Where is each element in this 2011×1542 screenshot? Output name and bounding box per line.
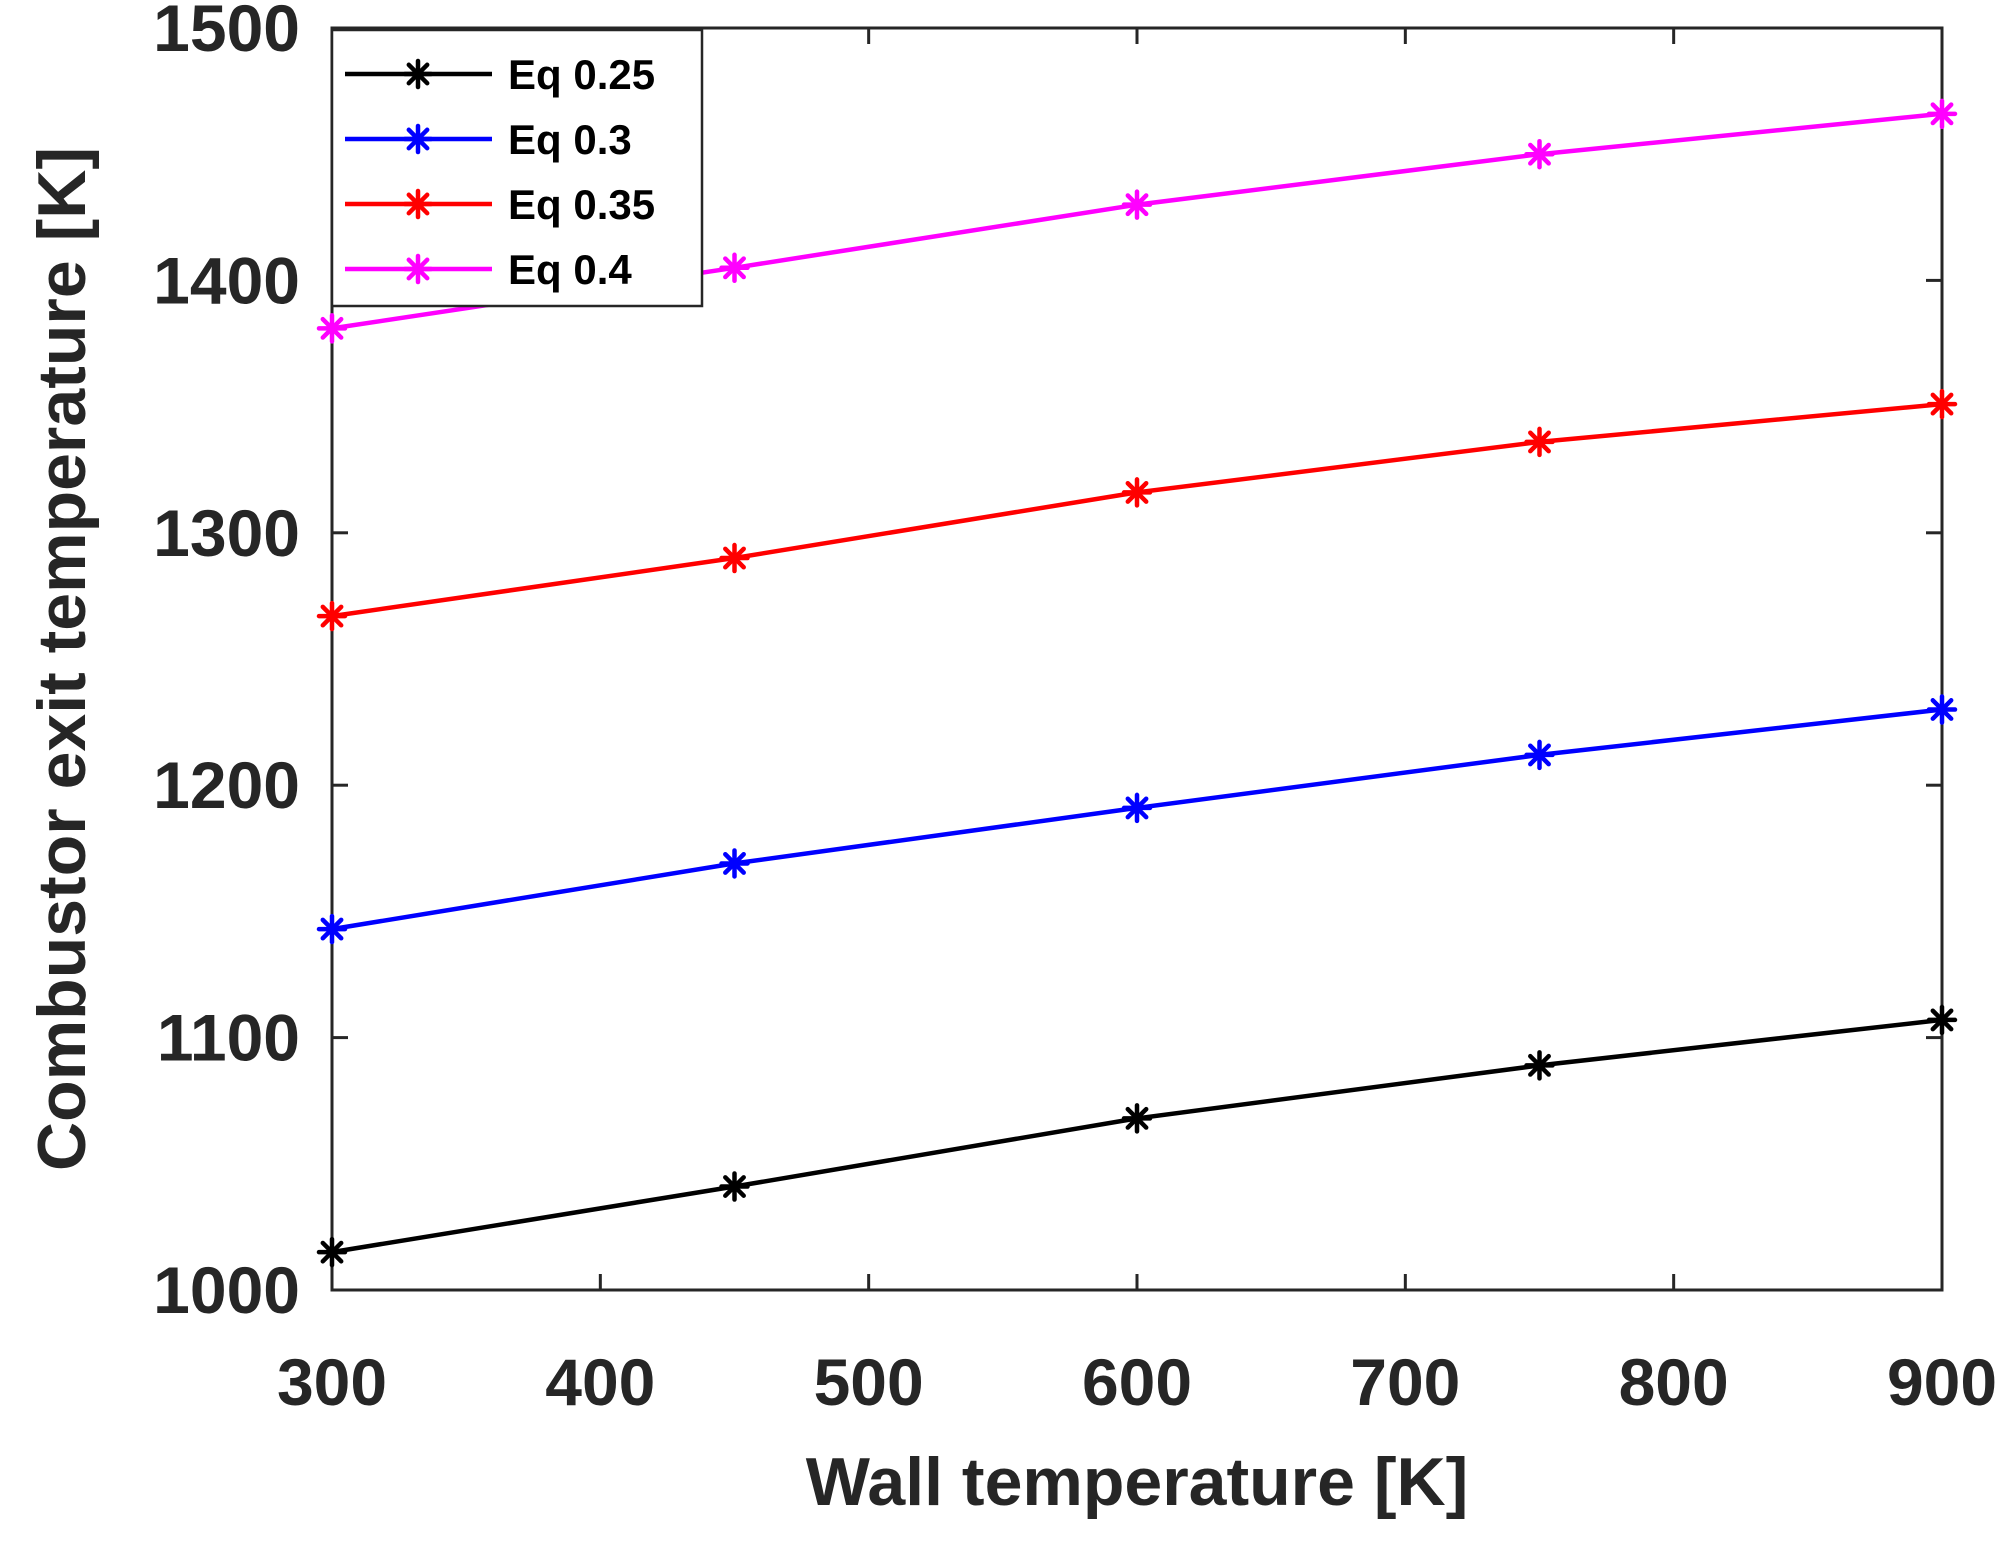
data-point [719,848,750,879]
legend-entry: Eq 0.25 [345,51,655,98]
x-tick-label: 600 [1082,1345,1192,1419]
data-point [1926,1004,1958,1036]
legend-marker [402,58,434,90]
x-axis-label: Wall temperature [K] [806,1444,1468,1520]
legend-label: Eq 0.3 [508,116,632,163]
data-point [316,913,348,945]
legend-marker [402,123,434,155]
data-point [316,1236,348,1268]
data-point [1926,694,1958,725]
data-point [1524,739,1555,771]
y-tick-label: 1300 [153,496,300,570]
x-tick-label: 700 [1350,1345,1460,1419]
data-point [1121,1103,1153,1134]
y-axis-tick-labels: 1000 1100 1200 1300 1400 1500 [153,0,300,1327]
legend-entry: Eq 0.3 [345,116,632,163]
legend-label: Eq 0.35 [508,181,655,228]
series-3 [316,388,1958,632]
data-point [1524,426,1555,458]
data-point [719,1171,750,1202]
data-point [719,252,750,284]
data-point [1121,189,1153,220]
data-point [1926,98,1958,130]
data-point [1926,388,1958,420]
series-layer [316,98,1958,1268]
legend-marker [402,253,434,285]
x-tick-label: 400 [545,1345,655,1419]
y-tick-label: 1200 [153,748,300,822]
x-tick-label: 900 [1887,1345,1997,1419]
legend-entry: Eq 0.35 [345,181,655,228]
data-point [1524,138,1555,170]
series-2 [316,694,1958,945]
data-point [316,600,348,632]
series-1 [316,1004,1958,1268]
data-point [719,542,750,574]
legend-entries: Eq 0.25 Eq 0.3 Eq 0.35 Eq 0.4 [345,51,655,293]
y-tick-label: 1400 [153,243,300,317]
x-tick-label: 800 [1619,1345,1729,1419]
data-point [1121,792,1153,824]
y-tick-label: 1000 [153,1253,300,1327]
legend-entry: Eq 0.4 [345,246,632,293]
data-point [1524,1050,1555,1081]
x-axis-tick-labels: 300 400 500 600 700 800 900 [277,1345,1997,1419]
legend-label: Eq 0.25 [508,51,655,98]
y-tick-label: 1100 [157,1001,300,1075]
x-tick-label: 300 [277,1345,387,1419]
data-point [316,313,348,344]
legend-marker [402,188,434,220]
legend: Eq 0.25 Eq 0.3 Eq 0.35 Eq 0.4 [330,28,704,308]
legend-label: Eq 0.4 [508,246,632,293]
x-tick-label: 500 [814,1345,924,1419]
y-tick-label: 1500 [153,0,300,65]
y-axis-label: Combustor exit temperature [K] [24,147,100,1171]
data-point [1121,477,1153,508]
